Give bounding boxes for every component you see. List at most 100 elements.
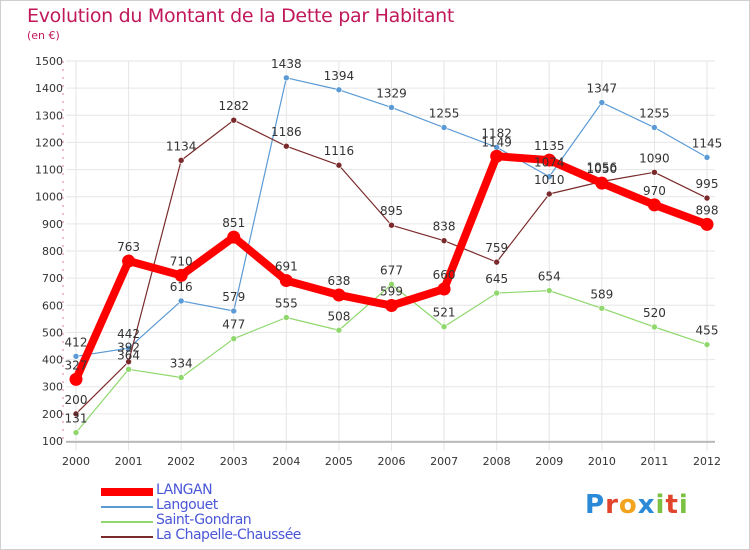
data-label: 645 xyxy=(485,272,508,286)
legend-swatch xyxy=(101,521,153,523)
data-label: 1255 xyxy=(639,107,670,121)
data-label: 579 xyxy=(222,290,245,304)
legend-label: Saint-Gondran xyxy=(156,512,252,528)
data-label: 677 xyxy=(380,263,403,277)
data-point xyxy=(493,258,500,266)
legend-label: LANGAN xyxy=(156,482,213,498)
data-point xyxy=(598,99,606,106)
data-label: 555 xyxy=(275,297,298,311)
data-point xyxy=(177,374,185,381)
data-point xyxy=(72,429,80,436)
data-label: 898 xyxy=(696,203,719,217)
legend-label: La Chapelle-Chaussée xyxy=(156,527,301,543)
y-tick-label: 400 xyxy=(42,354,63,367)
data-label: 691 xyxy=(275,260,298,274)
data-point xyxy=(283,142,290,150)
data-point xyxy=(388,104,395,111)
data-label: 995 xyxy=(696,177,719,191)
data-point xyxy=(72,410,80,418)
data-label: 327 xyxy=(65,358,88,372)
data-point xyxy=(703,341,711,348)
data-label: 1116 xyxy=(324,144,355,158)
data-point xyxy=(545,287,553,294)
data-label: 1145 xyxy=(692,136,723,150)
data-point xyxy=(72,353,80,360)
data-label: 1149 xyxy=(481,135,512,149)
legend-item: LANGAN xyxy=(101,482,401,500)
data-label: 1135 xyxy=(534,139,565,153)
y-tick-label: 200 xyxy=(42,408,63,421)
data-label: 455 xyxy=(696,324,719,338)
data-point xyxy=(122,254,136,268)
data-label: 589 xyxy=(590,287,613,301)
data-point xyxy=(440,323,448,331)
data-label: 1255 xyxy=(429,107,460,121)
data-label: 1282 xyxy=(218,99,249,113)
data-point xyxy=(177,157,185,164)
x-tick-label: 2011 xyxy=(640,455,668,468)
data-label: 1074 xyxy=(534,156,565,170)
data-point xyxy=(125,366,132,373)
data-point xyxy=(647,198,661,212)
data-label: 1394 xyxy=(324,69,355,83)
legend-item: La Chapelle-Chaussée xyxy=(101,527,401,545)
legend-swatch xyxy=(101,488,153,496)
data-point xyxy=(545,173,553,180)
data-label: 895 xyxy=(380,204,403,218)
y-tick-label: 100 xyxy=(42,435,63,448)
x-tick-label: 2005 xyxy=(325,455,353,468)
data-point xyxy=(332,288,346,302)
data-label: 759 xyxy=(485,241,508,255)
legend-swatch xyxy=(101,506,153,508)
y-tick-label: 1400 xyxy=(35,82,63,95)
x-tick-label: 2001 xyxy=(115,455,143,468)
data-point xyxy=(545,190,553,198)
data-point xyxy=(335,86,343,94)
data-point xyxy=(595,176,609,190)
data-label: 508 xyxy=(327,309,350,323)
data-point xyxy=(700,217,714,231)
data-label: 1134 xyxy=(166,139,197,153)
data-point xyxy=(703,194,711,202)
data-point xyxy=(440,124,448,131)
data-point xyxy=(440,237,448,244)
data-label: 1056 xyxy=(587,161,618,175)
legend-item: Saint-Gondran xyxy=(101,512,401,530)
data-label: 1329 xyxy=(376,86,407,100)
data-label: 521 xyxy=(433,306,456,320)
data-label: 131 xyxy=(65,412,88,426)
y-tick-label: 1000 xyxy=(35,191,63,204)
data-label: 970 xyxy=(643,184,666,198)
data-point xyxy=(437,282,451,296)
data-point xyxy=(388,221,395,229)
data-label: 200 xyxy=(65,393,88,407)
y-tick-label: 1200 xyxy=(35,136,63,149)
x-tick-label: 2008 xyxy=(483,455,511,468)
data-label: 1182 xyxy=(481,126,512,140)
data-label: 1347 xyxy=(587,82,618,96)
y-tick-label: 700 xyxy=(42,272,63,285)
data-point xyxy=(335,326,343,334)
data-label: 710 xyxy=(170,254,193,268)
data-point xyxy=(493,289,500,297)
y-tick-label: 800 xyxy=(42,245,63,258)
data-label: 654 xyxy=(538,270,561,284)
y-tick-label: 1100 xyxy=(35,164,63,177)
data-point xyxy=(230,335,238,342)
data-label: 660 xyxy=(433,268,456,282)
data-label: 851 xyxy=(222,216,245,230)
data-label: 412 xyxy=(65,335,88,349)
data-point xyxy=(283,314,290,321)
x-tick-label: 2000 xyxy=(62,455,90,468)
data-label: 1050 xyxy=(587,162,618,176)
data-point xyxy=(125,358,132,366)
data-label: 1010 xyxy=(534,173,565,187)
data-label: 334 xyxy=(170,356,193,370)
chart-legend: LANGAN Langouet Saint-Gondran La Chapelle-C… xyxy=(101,482,401,545)
legend-item: Langouet xyxy=(101,498,401,515)
data-label: 1186 xyxy=(271,125,302,139)
data-label: 477 xyxy=(222,318,245,332)
x-tick-label: 2012 xyxy=(693,455,721,468)
chart-title: Evolution du Montant de la Dette par Hab… xyxy=(27,5,455,27)
